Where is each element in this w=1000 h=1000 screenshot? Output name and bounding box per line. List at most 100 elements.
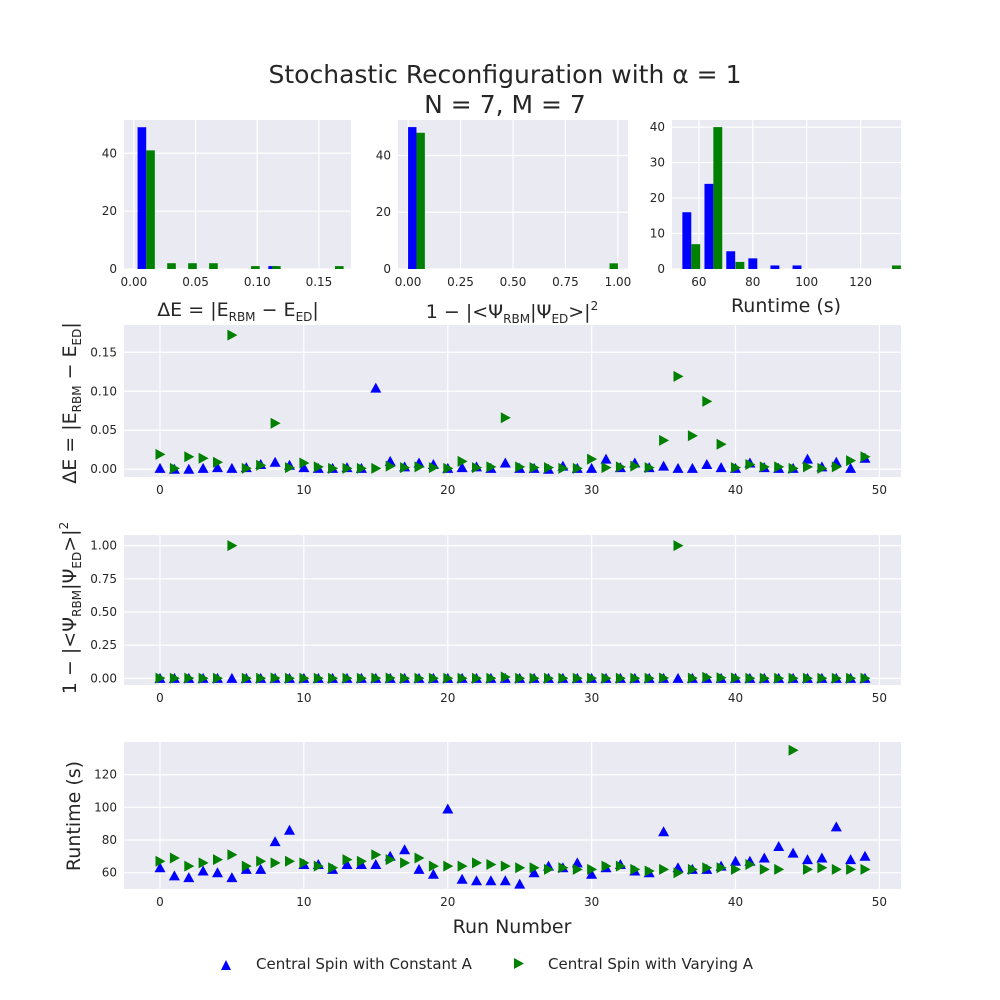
point-varying-a bbox=[256, 459, 267, 471]
point-constant-a bbox=[197, 462, 209, 473]
point-varying-a bbox=[285, 855, 295, 867]
x-tick-label: 10 bbox=[296, 691, 311, 705]
point-varying-a bbox=[615, 672, 626, 684]
point-constant-a bbox=[284, 824, 295, 835]
bar-varying-a bbox=[188, 263, 197, 269]
y-tick-label: 10 bbox=[650, 227, 665, 241]
point-constant-a bbox=[830, 821, 842, 832]
point-varying-a bbox=[716, 672, 727, 684]
point-varying-a bbox=[774, 863, 785, 875]
point-varying-a bbox=[860, 451, 871, 463]
point-varying-a bbox=[241, 462, 252, 474]
point-varying-a bbox=[457, 672, 468, 684]
point-varying-a bbox=[213, 672, 223, 684]
point-varying-a bbox=[716, 438, 727, 450]
point-constant-a bbox=[298, 462, 310, 473]
point-varying-a bbox=[644, 462, 655, 474]
point-varying-a bbox=[198, 452, 209, 464]
point-varying-a bbox=[472, 462, 482, 474]
point-varying-a bbox=[644, 672, 655, 684]
point-varying-a bbox=[385, 854, 396, 866]
plot-area bbox=[124, 742, 901, 889]
x-tick-label: 40 bbox=[728, 483, 743, 497]
point-constant-a bbox=[442, 803, 454, 814]
point-varying-a bbox=[285, 462, 295, 474]
point-constant-a bbox=[816, 852, 828, 863]
point-constant-a bbox=[168, 870, 180, 881]
point-varying-a bbox=[385, 460, 396, 472]
point-constant-a bbox=[456, 873, 468, 884]
point-varying-a bbox=[759, 461, 770, 473]
point-constant-a bbox=[226, 872, 238, 883]
point-constant-a bbox=[370, 859, 382, 869]
legend-marker-constant bbox=[221, 960, 231, 970]
point-varying-a bbox=[400, 857, 411, 869]
point-constant-a bbox=[226, 672, 238, 683]
point-constant-a bbox=[859, 850, 871, 861]
point-varying-a bbox=[774, 672, 785, 684]
point-constant-a bbox=[183, 872, 195, 883]
point-varying-a bbox=[443, 672, 454, 684]
bar-constant-a bbox=[704, 183, 714, 269]
y-tick-label: 40 bbox=[376, 148, 391, 162]
point-varying-a bbox=[241, 672, 252, 684]
point-varying-a bbox=[817, 462, 828, 474]
y-tick-label: 0.50 bbox=[90, 605, 117, 619]
point-constant-a bbox=[701, 459, 713, 469]
point-varying-a bbox=[328, 462, 339, 474]
point-varying-a bbox=[731, 863, 741, 875]
point-varying-a bbox=[702, 671, 713, 683]
point-varying-a bbox=[601, 462, 612, 474]
point-varying-a bbox=[774, 461, 785, 473]
point-varying-a bbox=[428, 860, 439, 872]
x-tick-label: 30 bbox=[584, 483, 599, 497]
y-tick-label: 40 bbox=[650, 120, 665, 134]
y-tick-label: 20 bbox=[650, 191, 665, 205]
scatter-runtime: 0 10 20 30 40 50 60 80 100 120 bbox=[94, 742, 901, 909]
point-constant-a bbox=[730, 855, 741, 866]
point-constant-a bbox=[341, 859, 353, 869]
point-varying-a bbox=[529, 672, 540, 684]
point-varying-a bbox=[630, 460, 641, 472]
point-varying-a bbox=[428, 672, 439, 684]
point-varying-a bbox=[673, 370, 684, 382]
x-tick-label: 50 bbox=[872, 691, 887, 705]
point-varying-a bbox=[270, 857, 281, 869]
point-varying-a bbox=[313, 672, 324, 684]
y-tick-label: 120 bbox=[94, 768, 117, 782]
point-varying-a bbox=[803, 863, 813, 875]
point-constant-a bbox=[183, 463, 195, 474]
point-varying-a bbox=[673, 867, 684, 879]
y-tick-label: 0.00 bbox=[90, 671, 117, 685]
x-tick-label: 50 bbox=[872, 483, 887, 497]
point-varying-a bbox=[198, 857, 209, 869]
point-varying-a bbox=[184, 860, 195, 872]
point-constant-a bbox=[586, 868, 598, 879]
point-varying-a bbox=[687, 430, 698, 442]
point-varying-a bbox=[356, 462, 367, 474]
point-varying-a bbox=[759, 672, 770, 684]
x-tick-label: 0.10 bbox=[244, 275, 271, 289]
point-varying-a bbox=[500, 412, 511, 424]
point-constant-a bbox=[672, 672, 684, 683]
point-varying-a bbox=[285, 672, 295, 684]
point-varying-a bbox=[515, 461, 526, 473]
point-varying-a bbox=[558, 862, 569, 874]
point-constant-a bbox=[370, 382, 382, 393]
point-constant-a bbox=[715, 462, 727, 473]
point-constant-a bbox=[485, 875, 497, 886]
legend-marker-varying bbox=[514, 958, 524, 969]
bar-varying-a bbox=[167, 263, 176, 269]
point-varying-a bbox=[400, 672, 411, 684]
bar-varying-a bbox=[334, 266, 344, 269]
bar-constant-a bbox=[748, 258, 758, 269]
x-tick-label: 0 bbox=[156, 895, 164, 909]
point-varying-a bbox=[414, 852, 425, 864]
point-varying-a bbox=[817, 862, 828, 874]
point-varying-a bbox=[457, 860, 468, 872]
y-tick-label: 0 bbox=[657, 262, 665, 276]
point-varying-a bbox=[687, 863, 698, 875]
point-varying-a bbox=[356, 855, 367, 867]
point-varying-a bbox=[745, 859, 756, 870]
scatter-energy-error: 0 10 20 30 40 50 0.00 0.05 0.10 0.15 bbox=[90, 325, 901, 497]
